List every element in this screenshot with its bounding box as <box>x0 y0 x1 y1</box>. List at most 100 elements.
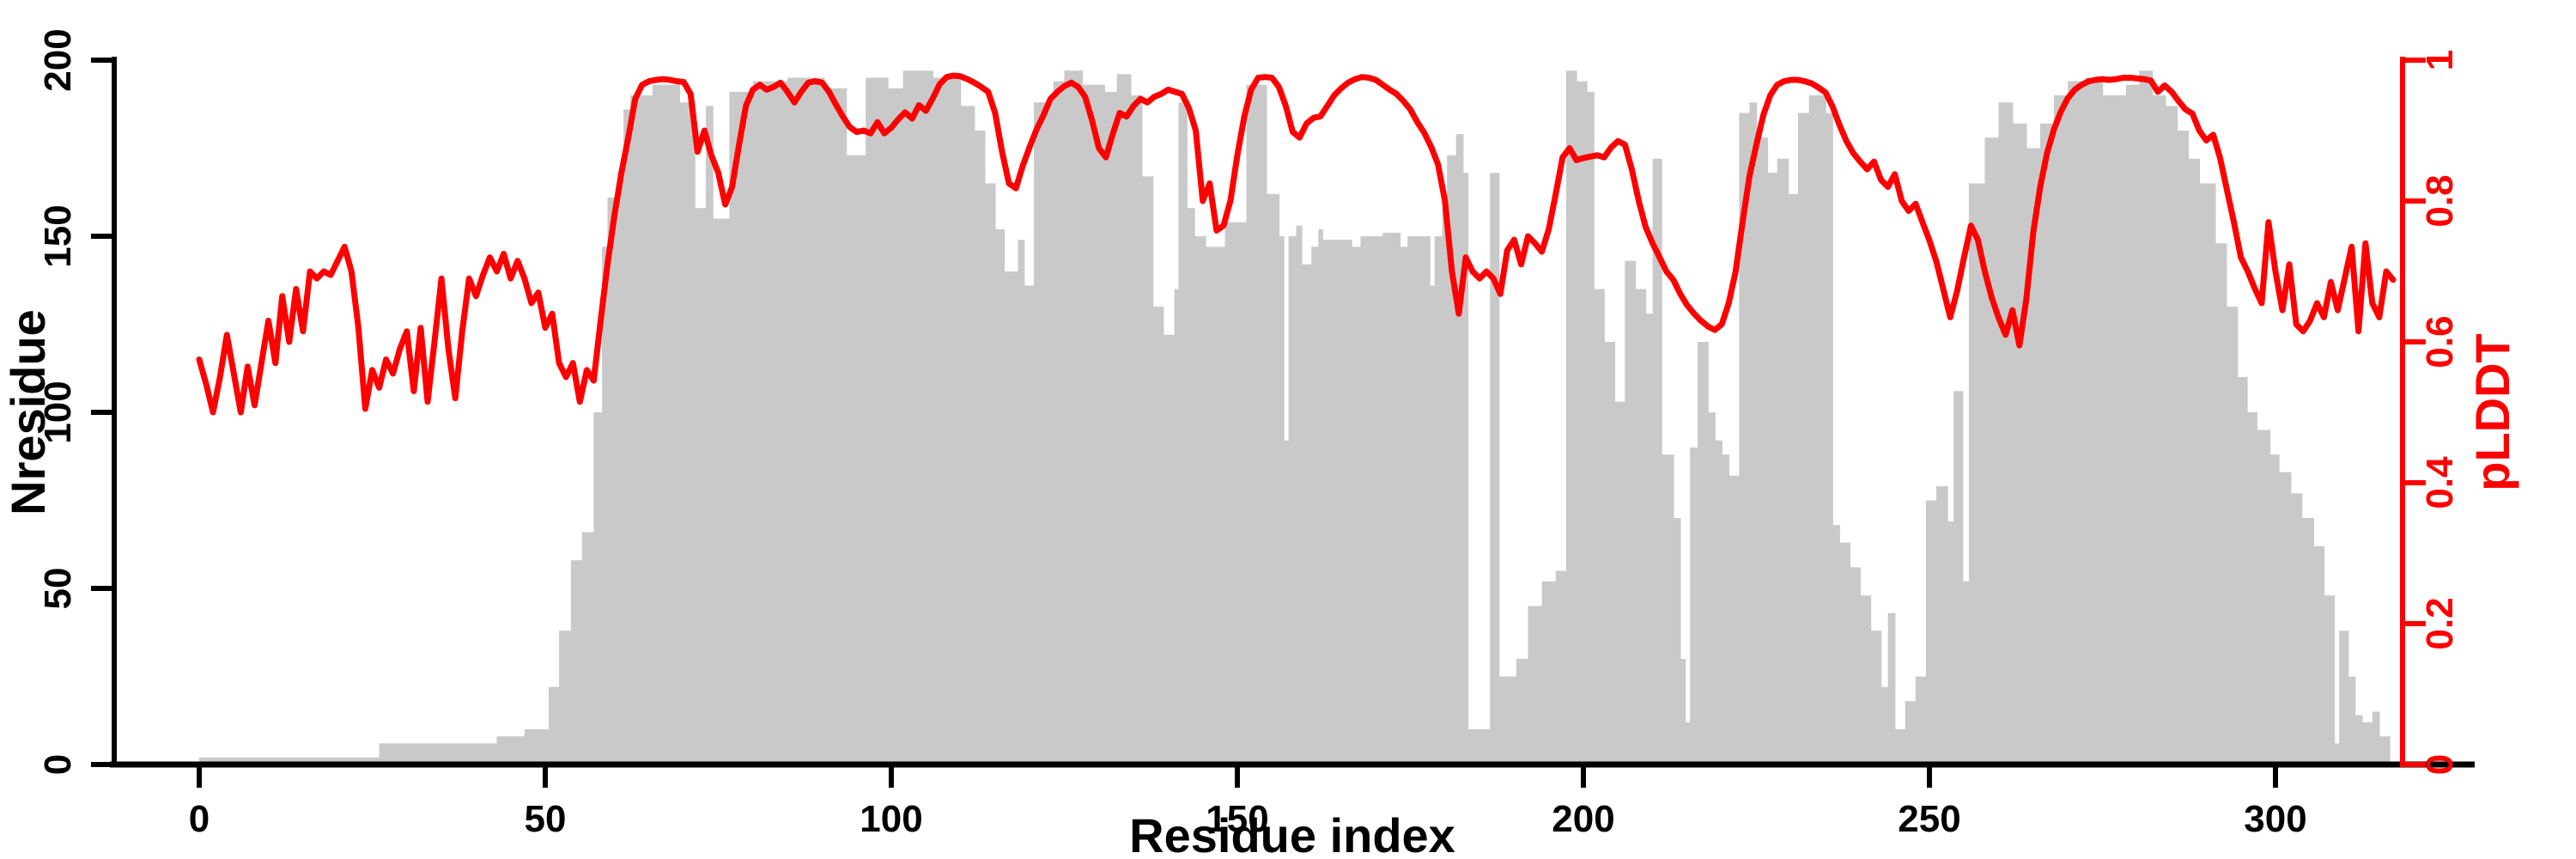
nresidue-bar <box>1318 228 1323 765</box>
nresidue-bar <box>752 81 788 765</box>
nresidue-bar <box>1018 240 1025 765</box>
nresidue-bar <box>602 247 609 765</box>
nresidue-bar <box>2290 493 2303 765</box>
nresidue-bar <box>1832 525 1840 765</box>
nresidue-bar <box>729 91 754 765</box>
nresidue-bar <box>846 155 866 765</box>
nresidue-bar <box>2339 631 2349 765</box>
nresidue-bar <box>994 228 1005 765</box>
nresidue-bar <box>1004 271 1019 765</box>
nresidue-bar <box>2301 518 2315 765</box>
nresidue-bar <box>1715 440 1722 765</box>
nresidue-bar <box>1467 729 1491 765</box>
nresidue-bar <box>1301 264 1312 765</box>
nresidue-bar <box>1767 173 1778 765</box>
nresidue-bar <box>1565 70 1577 765</box>
nresidue-bar <box>1130 95 1143 765</box>
nresidue-bar <box>1224 222 1248 765</box>
nresidue-bar <box>1587 91 1595 765</box>
nresidue-bar <box>679 102 696 765</box>
nresidue-bar <box>2039 123 2055 765</box>
nresidue-bar <box>1447 155 1457 765</box>
nresidue-bar <box>1739 113 1751 765</box>
nresidue-bar <box>1594 289 1605 765</box>
nresidue-bar <box>1187 208 1195 765</box>
nresidue-bar <box>1947 521 1954 765</box>
nresidue-bar <box>2152 95 2166 765</box>
nresidue-bar <box>496 736 526 765</box>
nresidue-bar <box>1498 676 1517 765</box>
nresidue-bar <box>1777 158 1789 765</box>
nresidue-bar <box>1194 236 1206 765</box>
left-y-tick-label: 0 <box>37 754 79 775</box>
nresidue-bar <box>524 729 550 765</box>
nresidue-bar <box>2379 736 2391 765</box>
nresidue-bar <box>2354 715 2363 765</box>
nresidue-bar <box>2313 545 2325 765</box>
nresidue-bar <box>2125 84 2140 765</box>
nresidue-bar <box>902 70 934 765</box>
nresidue-bar <box>2226 307 2239 765</box>
nresidue-bar <box>1462 173 1469 765</box>
right-y-tick-label: 0.4 <box>2419 456 2461 509</box>
left-axis-title: Nresidue <box>1 309 55 515</box>
nresidue-bar <box>1839 542 1851 765</box>
nresidue-bar <box>1116 74 1132 765</box>
nresidue-bar <box>1104 91 1118 765</box>
nresidue-bar <box>2026 148 2041 765</box>
nresidue-bar <box>1614 401 1626 765</box>
nresidue-bar <box>1407 236 1431 765</box>
nresidue-bar <box>1968 183 1986 765</box>
right-y-tick-label: 0.6 <box>2419 315 2461 368</box>
nresidue-bar <box>1053 81 1066 765</box>
nresidue-bar <box>379 743 498 765</box>
nresidue-bar <box>1850 567 1862 765</box>
nresidue-bar <box>1034 102 1054 765</box>
nresidue-bar <box>974 131 986 765</box>
nresidue-bar <box>2068 81 2087 765</box>
nresidue-bar <box>2257 430 2271 765</box>
nresidue-bar <box>2279 472 2292 765</box>
nresidue-bar <box>1625 260 1637 765</box>
nresidue-bar <box>1576 81 1588 765</box>
nresidue-bar <box>1998 102 2014 765</box>
nresidue-bar <box>866 77 889 765</box>
nresidue-bar <box>1962 581 1970 765</box>
nresidue-bar <box>549 686 560 765</box>
nresidue-bar <box>1246 84 1267 765</box>
nresidue-bar <box>607 197 619 765</box>
nresidue-bar <box>1141 176 1154 765</box>
nresidue-bar <box>630 95 653 765</box>
nresidue-bar <box>559 631 572 765</box>
nresidue-bar <box>2246 412 2257 765</box>
nresidue-bar <box>2102 95 2127 765</box>
nresidue-bar <box>593 412 603 765</box>
right-y-tick-label: 0 <box>2419 754 2461 775</box>
nresidue-bar <box>1652 158 1662 765</box>
nresidue-bar <box>2188 158 2201 765</box>
nresidue-bar <box>713 218 731 765</box>
nresidue-bar <box>1528 606 1543 765</box>
nresidue-bar <box>1455 134 1464 765</box>
left-y-tick-label: 50 <box>37 568 79 610</box>
nresidue-bar <box>1400 247 1408 765</box>
nresidue-bar <box>1152 307 1164 765</box>
nresidue-bar <box>1690 448 1698 765</box>
nresidue-bar <box>1887 612 1896 765</box>
axes-layer: 0 50 100 150 200 250 300 0 50 100 150 200 0 0.2 0.4 0.6… <box>37 28 2475 840</box>
x-tick-label: 250 <box>1898 798 1960 840</box>
right-axis-title: pLDDT <box>2465 333 2519 491</box>
nresidue-bar <box>1915 676 1927 765</box>
nresidue-bar <box>581 532 595 765</box>
nresidue-bar <box>1905 701 1917 765</box>
bottom-axis-title: Residue index <box>1129 808 1455 859</box>
nresidue-bar <box>1645 314 1654 765</box>
nresidue-bar <box>2085 77 2104 765</box>
nresidue-bar <box>1953 391 1964 765</box>
left-y-tick-label: 100 <box>37 381 79 443</box>
x-tick-label: 100 <box>860 798 922 840</box>
nresidue-bar <box>1756 137 1769 765</box>
nresidue-bar <box>1541 581 1557 765</box>
